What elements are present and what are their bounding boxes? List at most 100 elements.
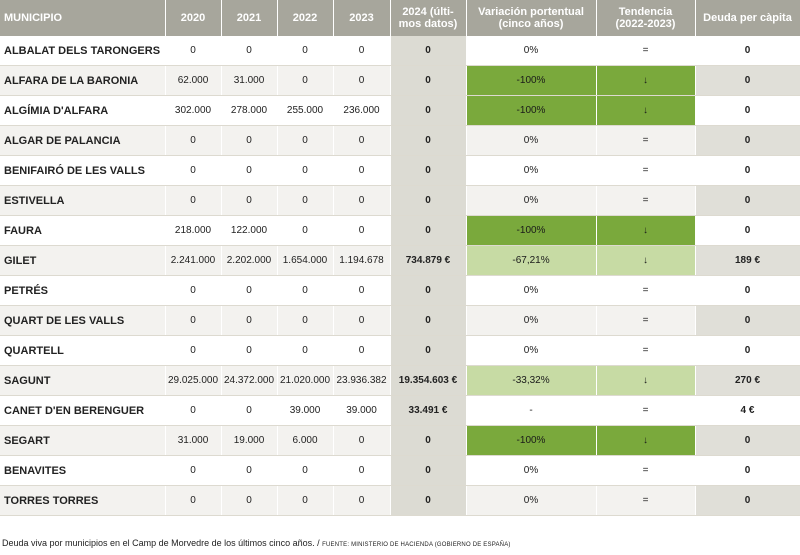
cell-variacion: 0% [466, 335, 597, 366]
cell-2023: 23.936.382 [333, 365, 391, 396]
cell-variacion: 0% [466, 485, 597, 516]
cell-2023: 0 [333, 215, 391, 246]
header-2022: 2022 [277, 0, 334, 36]
header-variacion-line2: (cinco años) [498, 18, 564, 30]
cell-tendencia: ↓ [596, 215, 696, 246]
cell-2024: 0 [390, 36, 467, 66]
cell-tendencia: ↓ [596, 365, 696, 396]
cell-2020: 0 [165, 155, 222, 186]
cell-2020: 0 [165, 305, 222, 336]
table-row: ALGÍMIA D'ALFARA 302.000 278.000 255.000 236… [0, 95, 800, 126]
table-row: TORRES TORRES 0 0 0 0 0 0% = 0 [0, 485, 800, 516]
cell-tendencia: = [596, 36, 696, 66]
cell-2021: 0 [221, 395, 278, 426]
cell-deuda-per-capita: 0 [695, 485, 800, 516]
cell-2022: 0 [277, 185, 334, 216]
cell-tendencia: ↓ [596, 65, 696, 96]
table-row: ALGAR DE PALANCIA 0 0 0 0 0 0% = 0 [0, 125, 800, 156]
cell-2021: 0 [221, 335, 278, 366]
cell-tendencia: = [596, 395, 696, 426]
cell-2024: 33.491 € [390, 395, 467, 426]
header-2023: 2023 [333, 0, 391, 36]
cell-tendencia: ↓ [596, 95, 696, 126]
cell-2023: 0 [333, 305, 391, 336]
cell-municipio: SEGART [0, 425, 166, 456]
cell-2022: 0 [277, 125, 334, 156]
cell-municipio: BENIFAIRÓ DE LES VALLS [0, 155, 166, 186]
cell-2021: 2.202.000 [221, 245, 278, 276]
cell-deuda-per-capita: 0 [695, 155, 800, 186]
cell-municipio: QUART DE LES VALLS [0, 305, 166, 336]
table-row: QUART DE LES VALLS 0 0 0 0 0 0% = 0 [0, 305, 800, 336]
cell-2021: 0 [221, 305, 278, 336]
cell-variacion: 0% [466, 275, 597, 306]
cell-deuda-per-capita: 270 € [695, 365, 800, 396]
cell-municipio: GILET [0, 245, 166, 276]
cell-municipio: ALGAR DE PALANCIA [0, 125, 166, 156]
cell-2023: 0 [333, 36, 391, 66]
cell-tendencia: = [596, 125, 696, 156]
cell-2020: 218.000 [165, 215, 222, 246]
cell-variacion: 0% [466, 125, 597, 156]
cell-tendencia: = [596, 155, 696, 186]
cell-2024: 0 [390, 215, 467, 246]
header-row: MUNICIPIO 2020 2021 2022 2023 2024 (últi… [0, 0, 800, 36]
cell-variacion: -67,21% [466, 245, 597, 276]
cell-2024: 0 [390, 65, 467, 96]
cell-variacion: 0% [466, 455, 597, 486]
table-row: QUARTELL 0 0 0 0 0 0% = 0 [0, 335, 800, 366]
cell-deuda-per-capita: 0 [695, 335, 800, 366]
cell-deuda-per-capita: 0 [695, 305, 800, 336]
header-variacion: Variación portentual (cinco años) [466, 0, 597, 36]
cell-variacion: -100% [466, 65, 597, 96]
cell-2023: 0 [333, 485, 391, 516]
table-row: ALFARA DE LA BARONIA 62.000 31.000 0 0 0 -100%… [0, 65, 800, 96]
cell-2023: 1.194.678 [333, 245, 391, 276]
table-row: SEGART 31.000 19.000 6.000 0 0 -100% ↓ 0 [0, 425, 800, 456]
cell-2021: 0 [221, 155, 278, 186]
cell-2020: 62.000 [165, 65, 222, 96]
cell-variacion: -100% [466, 215, 597, 246]
table-row: ALBALAT DELS TARONGERS 0 0 0 0 0 0% = 0 [0, 36, 800, 66]
cell-2021: 278.000 [221, 95, 278, 126]
cell-2022: 0 [277, 155, 334, 186]
cell-2021: 0 [221, 36, 278, 66]
cell-deuda-per-capita: 0 [695, 215, 800, 246]
header-deuda: Deuda per càpita [695, 0, 800, 36]
cell-2024: 734.879 € [390, 245, 467, 276]
cell-2022: 39.000 [277, 395, 334, 426]
header-2024-line1: 2024 (últi- [402, 6, 454, 18]
cell-municipio: ESTIVELLA [0, 185, 166, 216]
cell-2023: 0 [333, 65, 391, 96]
table-row: CANET D'EN BERENGUER 0 0 39.000 39.000 33.491… [0, 395, 800, 426]
cell-2022: 0 [277, 335, 334, 366]
debt-table: MUNICIPIO 2020 2021 2022 2023 2024 (últi… [0, 0, 800, 516]
cell-2021: 0 [221, 125, 278, 156]
cell-2023: 0 [333, 155, 391, 186]
cell-municipio: SAGUNT [0, 365, 166, 396]
header-2024-line2: mos datos) [398, 18, 458, 30]
cell-2020: 0 [165, 485, 222, 516]
cell-2020: 2.241.000 [165, 245, 222, 276]
cell-2022: 0 [277, 36, 334, 66]
cell-tendencia: = [596, 275, 696, 306]
header-2021: 2021 [221, 0, 278, 36]
cell-variacion: -100% [466, 425, 597, 456]
cell-2021: 31.000 [221, 65, 278, 96]
cell-tendencia: = [596, 455, 696, 486]
cell-municipio: PETRÉS [0, 275, 166, 306]
cell-municipio: ALFARA DE LA BARONIA [0, 65, 166, 96]
cell-municipio: BENAVITES [0, 455, 166, 486]
cell-municipio: TORRES TORRES [0, 485, 166, 516]
cell-2024: 0 [390, 485, 467, 516]
cell-variacion: -100% [466, 95, 597, 126]
caption-text: Deuda viva por municipios en el Camp de … [2, 538, 323, 548]
cell-deuda-per-capita: 0 [695, 65, 800, 96]
cell-2022: 255.000 [277, 95, 334, 126]
table-row: GILET 2.241.000 2.202.000 1.654.000 1.194.67… [0, 245, 800, 276]
cell-2023: 0 [333, 335, 391, 366]
cell-2023: 0 [333, 185, 391, 216]
cell-municipio: ALGÍMIA D'ALFARA [0, 95, 166, 126]
cell-2020: 29.025.000 [165, 365, 222, 396]
table-row: FAURA 218.000 122.000 0 0 0 -100% ↓ 0 [0, 215, 800, 246]
